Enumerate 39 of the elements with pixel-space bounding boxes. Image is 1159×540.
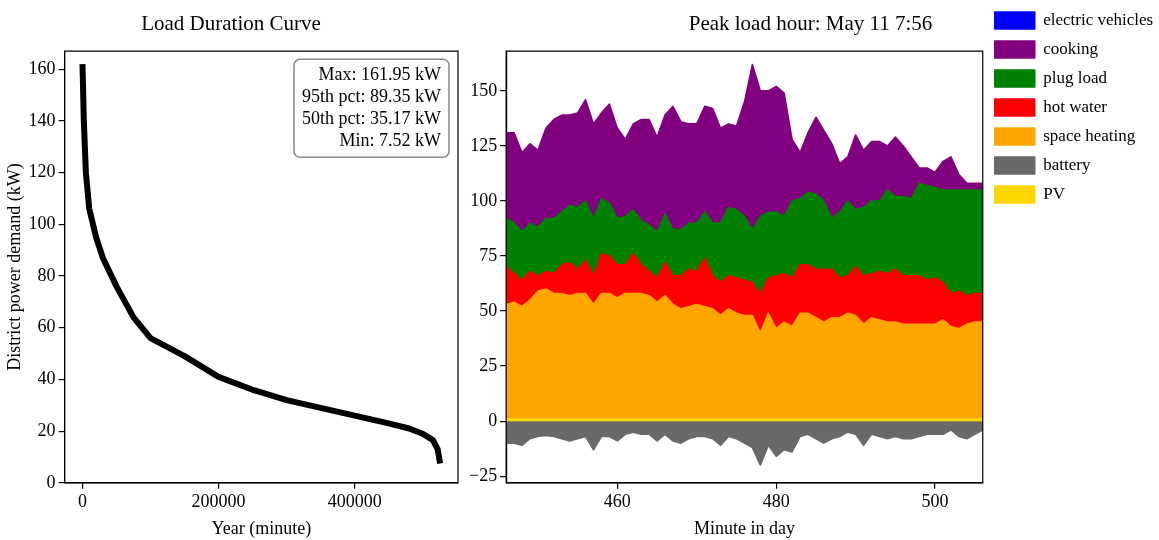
- y-tick-label: 160: [28, 58, 56, 79]
- x-tick-label: 480: [762, 491, 790, 512]
- chart-title: Load Duration Curve: [141, 11, 321, 36]
- legend-label: plug load: [1043, 67, 1108, 87]
- y-tick-label: 80: [37, 264, 56, 285]
- annotation: 95th pct: 89.35 kW: [302, 85, 442, 106]
- y-tick-label: 60: [37, 316, 56, 337]
- legend-label: cooking: [1043, 38, 1099, 58]
- x-tick-label: 0: [77, 491, 87, 512]
- x-tick-label: 460: [603, 491, 631, 512]
- y-tick-label: 0: [46, 471, 56, 492]
- chart-title: Peak load hour: May 11 7:56: [688, 11, 933, 36]
- x-axis-title: Year (minute): [211, 517, 312, 539]
- y-tick-label: 40: [37, 368, 56, 389]
- legend-label: battery: [1043, 154, 1091, 174]
- y-tick-label: 100: [470, 189, 498, 210]
- y-tick-label: 120: [28, 161, 56, 182]
- y-tick-label: 150: [470, 79, 498, 100]
- x-tick-label: 500: [921, 491, 949, 512]
- y-tick-label: 25: [479, 354, 498, 375]
- legend-label: space heating: [1043, 125, 1136, 145]
- y-tick-label: −25: [469, 464, 498, 485]
- y-tick-label: 75: [479, 244, 498, 265]
- y-axis-title: District power demand (kW): [3, 163, 25, 371]
- y-tick-label: 140: [28, 109, 56, 130]
- y-tick-label: 125: [470, 134, 498, 155]
- y-tick-label: 0: [488, 409, 498, 430]
- y-tick-label: 50: [479, 299, 498, 320]
- legend-label: PV: [1043, 183, 1066, 203]
- x-axis-title: Minute in day: [693, 517, 795, 538]
- legend-label: electric vehicles: [1043, 9, 1154, 29]
- y-tick-label: 20: [37, 419, 56, 440]
- annotation: Max: 161.95 kW: [318, 63, 442, 84]
- x-tick-label: 200000: [191, 491, 246, 512]
- annotation: 50th pct: 35.17 kW: [302, 107, 442, 128]
- annotation: Min: 7.52 kW: [339, 129, 442, 150]
- x-tick-label: 400000: [327, 491, 382, 512]
- y-tick-label: 100: [28, 213, 56, 234]
- legend-label: hot water: [1043, 96, 1108, 116]
